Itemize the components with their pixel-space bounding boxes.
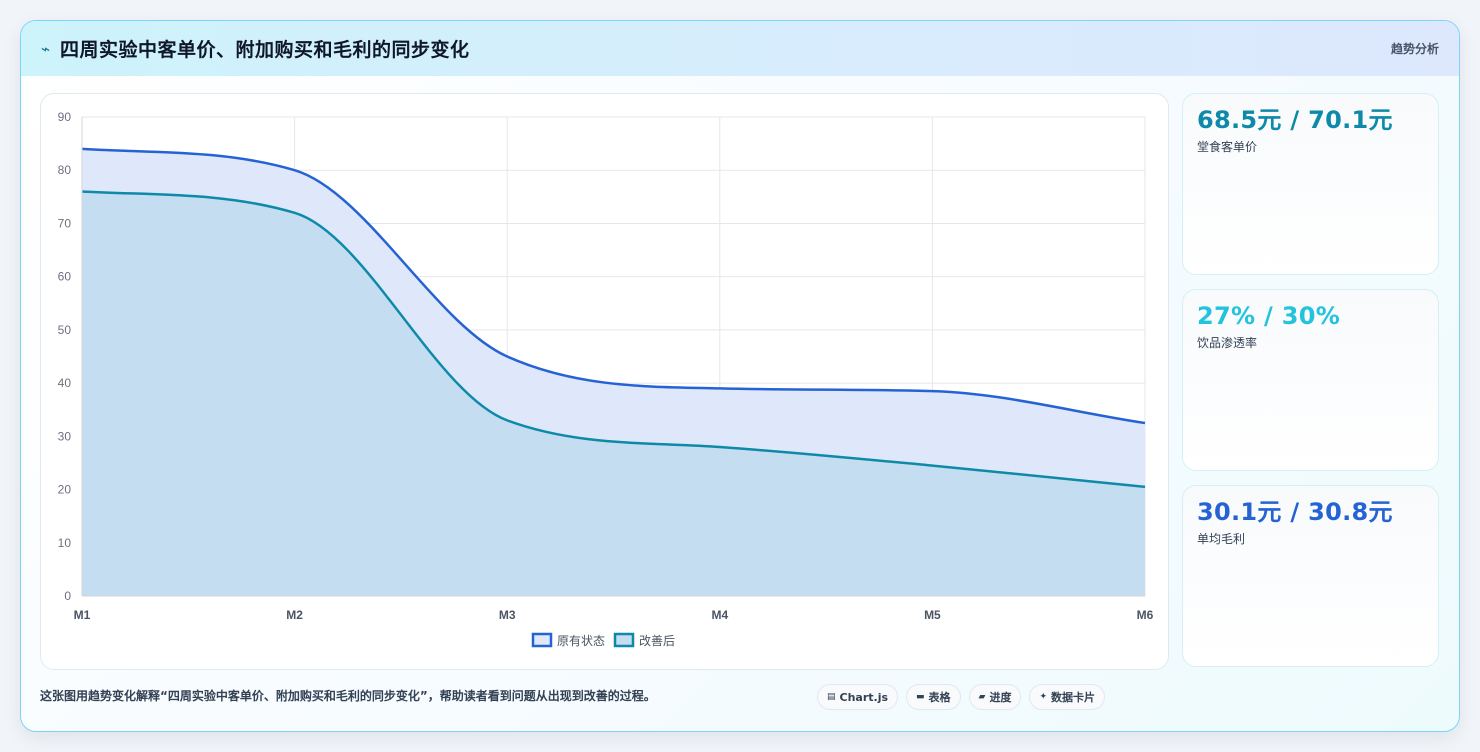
progress-icon: ▰ <box>978 692 986 702</box>
chip-row: ▤ Chart.js ▬ 表格 ▰ 进度 ✦ 数据卡片 <box>817 684 1106 710</box>
y-tick-label: 60 <box>58 270 72 284</box>
chart-card: ⌁ 四周实验中客单价、附加购买和毛利的同步变化 趋势分析 0 10 20 30 40 50… <box>20 20 1460 732</box>
y-tick-label: 40 <box>58 376 72 390</box>
legend-label: 改善后 <box>639 633 675 648</box>
y-tick-label: 30 <box>58 429 72 443</box>
chip-label: 数据卡片 <box>1051 691 1096 704</box>
stat-value: 30.1元 / 30.8元 <box>1197 498 1393 526</box>
chart-caption: 这张图用趋势变化解释“四周实验中客单价、附加购买和毛利的同步变化”，帮助读者看到… <box>40 689 656 703</box>
chart-icon: ▤ <box>827 692 836 702</box>
series-line-1 <box>81 190 1146 489</box>
y-tick-label: 90 <box>58 110 72 124</box>
y-tick-label: 50 <box>58 323 72 337</box>
stat-label: 单均毛利 <box>1197 532 1246 546</box>
area-chart: 0 10 20 30 40 50 60 70 80 90 M1 M2 M3 M4 M5 M6 原有状态 改善后 <box>58 110 1154 648</box>
stat-label: 饮品渗透率 <box>1197 336 1258 350</box>
x-tick-label: M4 <box>711 608 728 622</box>
y-tick-label: 20 <box>58 483 72 497</box>
stat-card-drink-rate: 27% / 30% 饮品渗透率 <box>1182 289 1439 471</box>
chip-label: 进度 <box>989 691 1012 704</box>
stat-label: 堂食客单价 <box>1197 140 1258 154</box>
stat-value: 27% / 30% <box>1197 302 1341 330</box>
x-tick-label: M2 <box>286 608 303 622</box>
x-tick-label: M3 <box>499 608 516 622</box>
chart-title: 四周实验中客单价、附加购买和毛利的同步变化 <box>60 39 470 61</box>
card-header: ⌁ 四周实验中客单价、附加购买和毛利的同步变化 趋势分析 <box>21 21 1459 76</box>
series-area-1 <box>82 191 1145 596</box>
chip-label: 表格 <box>928 691 951 704</box>
trend-icon: ⌁ <box>41 39 51 58</box>
legend-label: 原有状态 <box>557 634 605 648</box>
x-tick-label: M6 <box>1137 608 1154 622</box>
y-tick-label: 0 <box>64 589 71 603</box>
chip-table[interactable]: ▬ 表格 <box>906 684 961 710</box>
sparkle-icon: ✦ <box>1039 692 1048 702</box>
legend-swatch <box>613 632 635 648</box>
y-tick-label: 70 <box>58 216 72 230</box>
chip-label: Chart.js <box>839 690 889 704</box>
chip-data-card[interactable]: ✦ 数据卡片 <box>1029 684 1106 710</box>
y-tick-label: 80 <box>58 163 72 177</box>
x-tick-label: M5 <box>924 608 941 622</box>
legend-swatch <box>531 632 553 648</box>
y-tick-label: 10 <box>58 536 72 550</box>
stat-value: 68.5元 / 70.1元 <box>1197 106 1393 134</box>
x-tick-label: M1 <box>74 608 91 622</box>
series-line-0 <box>81 147 1146 425</box>
chart-panel: 0 10 20 30 40 50 60 70 80 90 M1 M2 M3 M4 M5 M6 原有状态 改善后 <box>40 93 1169 670</box>
chip-progress[interactable]: ▰ 进度 <box>968 684 1022 710</box>
table-icon: ▬ <box>916 692 925 702</box>
stat-card-dine-in-price: 68.5元 / 70.1元 堂食客单价 <box>1182 93 1439 275</box>
category-tag: 趋势分析 <box>1390 42 1439 56</box>
chip-chartjs[interactable]: ▤ Chart.js <box>817 684 899 710</box>
stat-card-gross-margin: 30.1元 / 30.8元 单均毛利 <box>1182 485 1439 667</box>
